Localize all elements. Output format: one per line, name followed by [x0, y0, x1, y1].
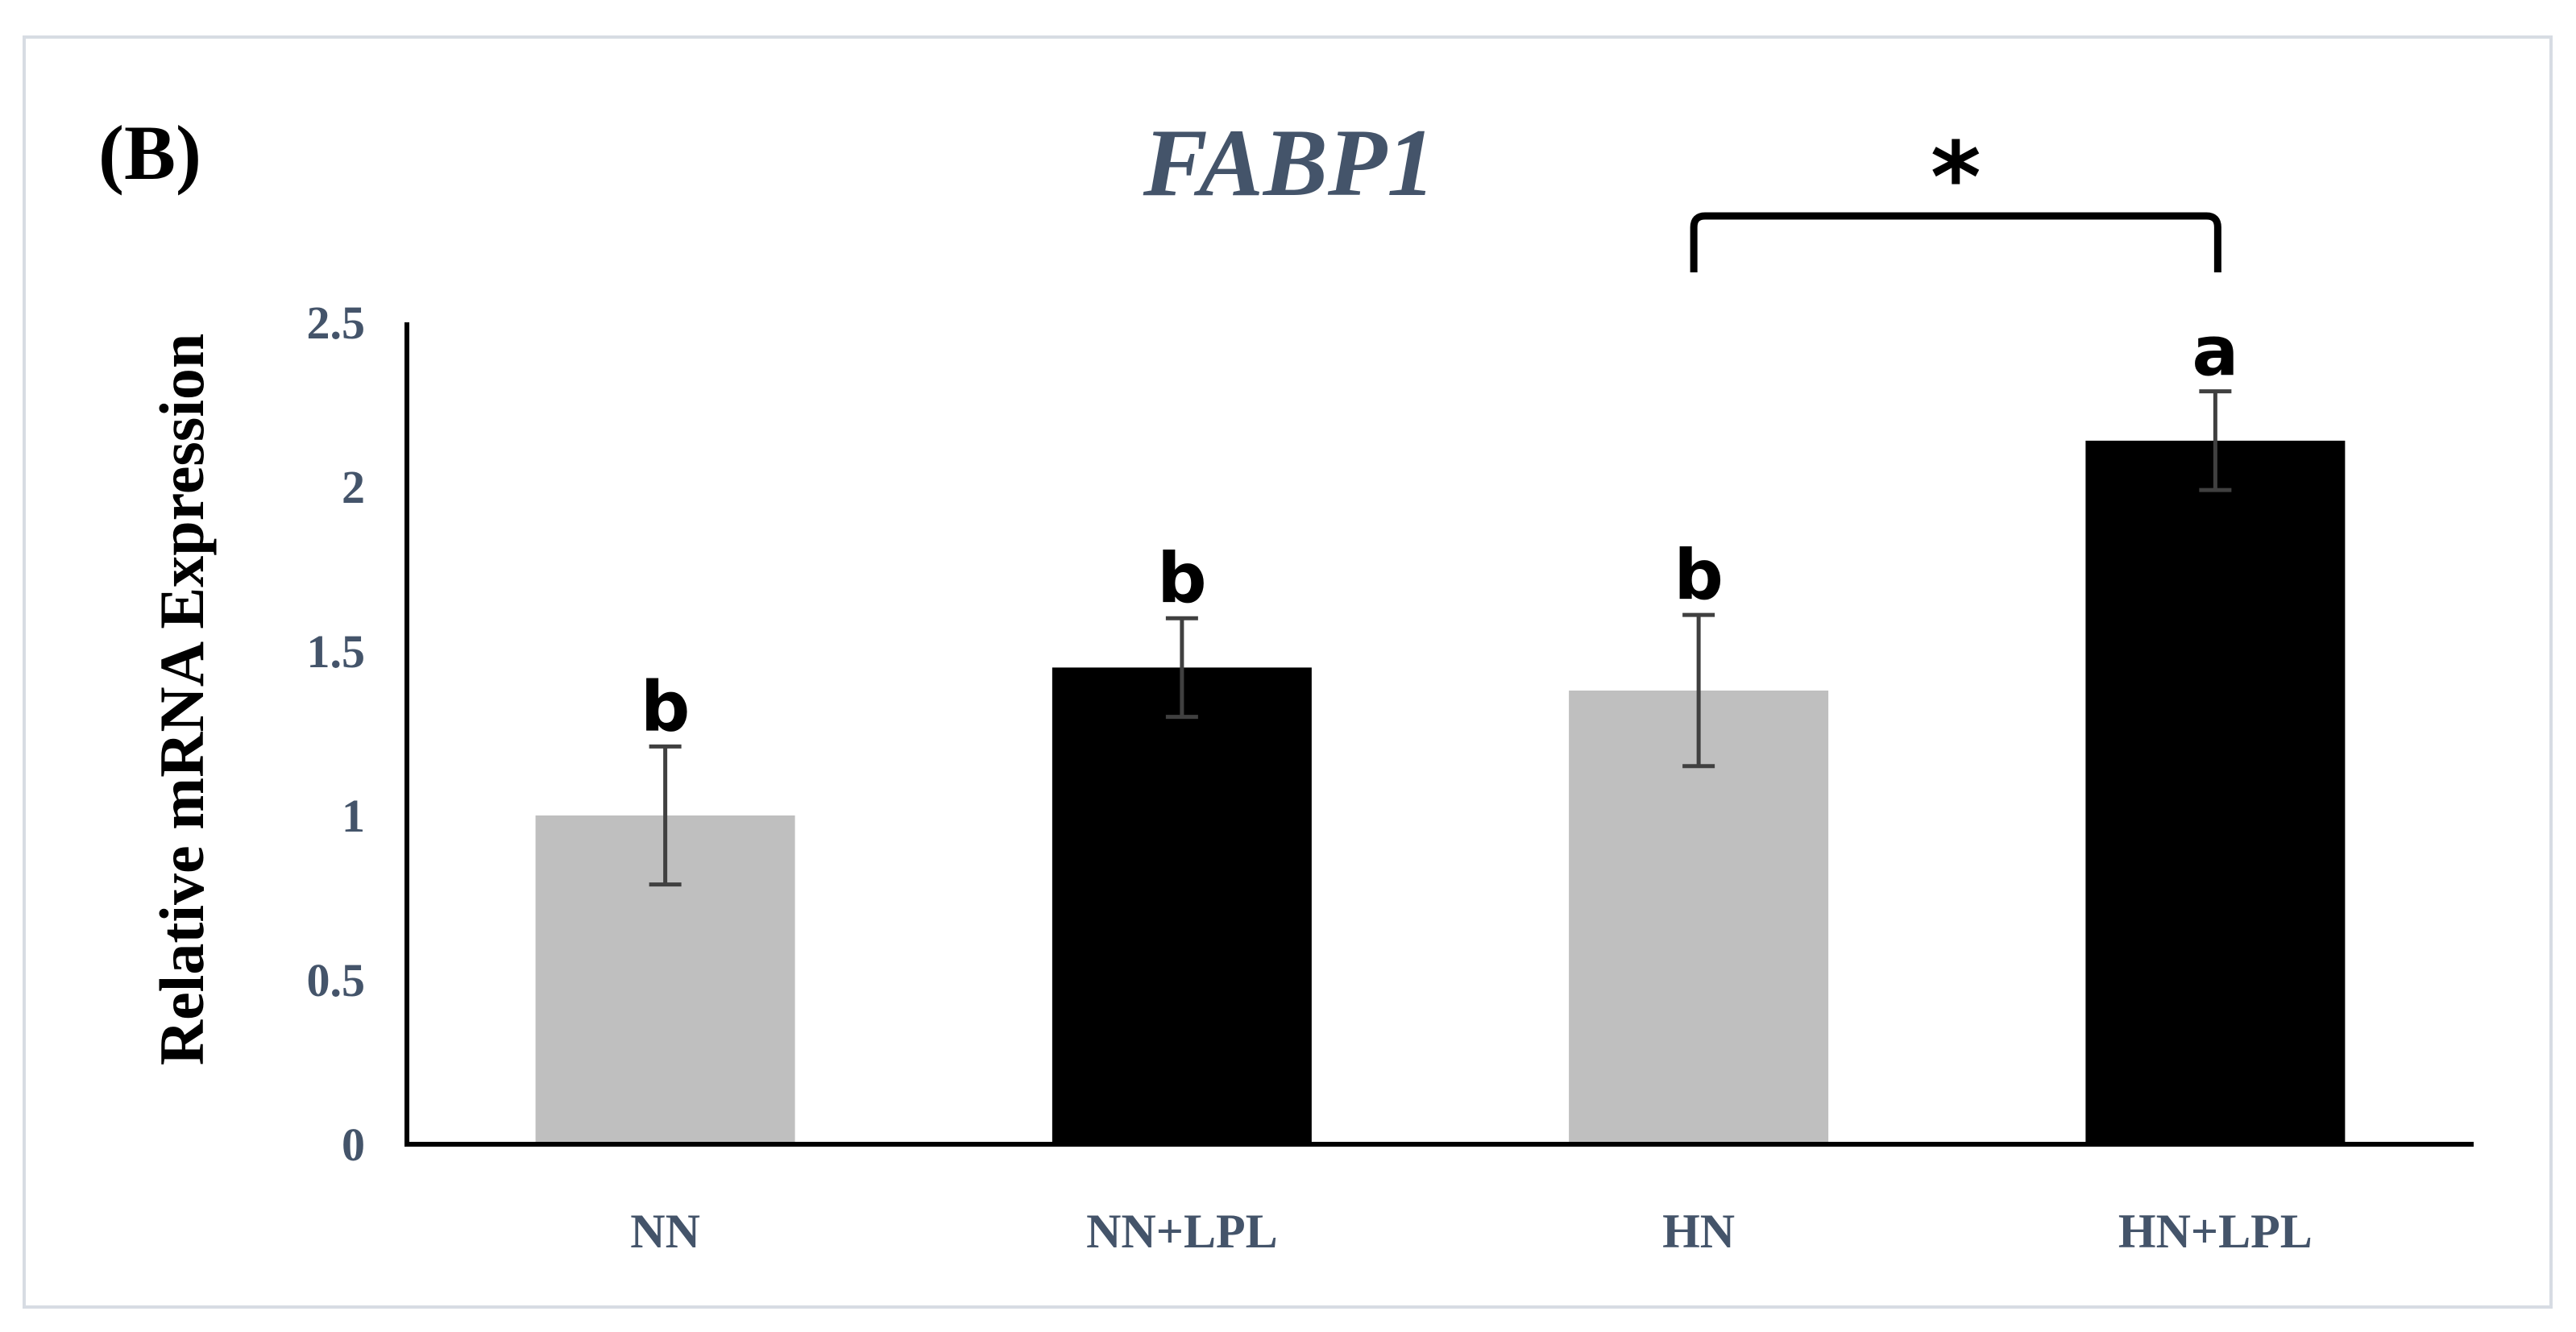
y-tick-label: 0.5 — [307, 954, 366, 1006]
significance-letter: b — [1157, 538, 1207, 619]
y-tick-labels: 0 0.5 1 1.5 2 2.5 — [307, 297, 366, 1171]
significance-letter: b — [1674, 535, 1724, 616]
x-tick-label: NN — [630, 1205, 700, 1258]
y-tick-label: 1.5 — [307, 625, 366, 678]
error-bars — [649, 389, 2232, 887]
error-bar — [1165, 616, 1198, 720]
x-tick-label: NN+LPL — [1086, 1205, 1278, 1258]
error-bar — [2199, 389, 2232, 492]
significance-letter: a — [2192, 312, 2238, 392]
chart-title: FABP1 — [1143, 109, 1435, 216]
y-tick-label: 1 — [342, 790, 365, 842]
x-tick-labels: NN NN+LPL HN HN+LPL — [630, 1205, 2313, 1258]
y-tick-label: 2.5 — [307, 297, 366, 349]
significance-letter: b — [641, 666, 691, 747]
significance-bracket — [1690, 212, 2221, 272]
significance-star: * — [1931, 122, 1981, 234]
y-axis-label: Relative mRNA Expression — [147, 334, 217, 1066]
significance-annotation: * — [1690, 122, 2221, 272]
error-bar — [1682, 612, 1715, 769]
x-tick-label: HN — [1662, 1205, 1735, 1258]
panel-label: (B) — [98, 110, 201, 196]
significance-letters: b b b a — [641, 312, 2239, 748]
y-tick-label: 2 — [342, 461, 365, 513]
axes — [404, 322, 2474, 1147]
y-tick-label: 0 — [342, 1118, 365, 1171]
bars — [535, 440, 2346, 1144]
bar-nn-lpl — [1052, 667, 1312, 1144]
error-bar — [649, 744, 682, 887]
bar-hn-lpl — [2085, 440, 2346, 1144]
x-tick-label: HN+LPL — [2118, 1205, 2313, 1258]
